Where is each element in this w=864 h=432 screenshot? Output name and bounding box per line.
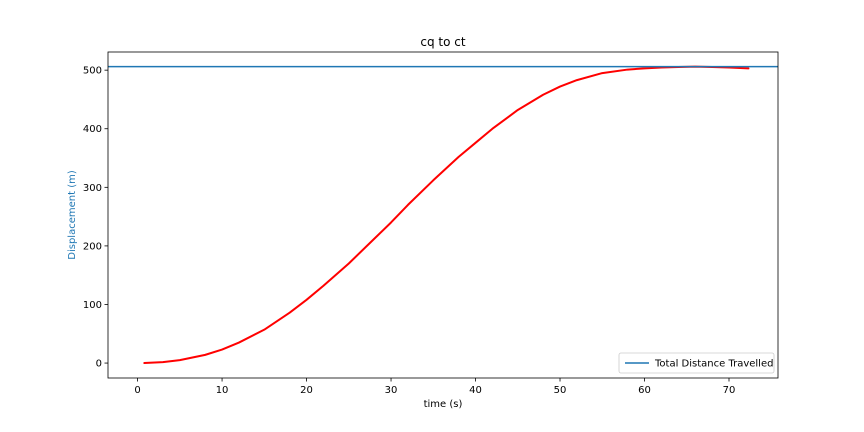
y-tick-label: 300 <box>83 183 102 194</box>
x-tick-label: 30 <box>385 385 398 396</box>
x-axis-label: time (s) <box>424 399 463 410</box>
y-tick-label: 0 <box>96 359 102 370</box>
x-tick-label: 0 <box>134 385 140 396</box>
y-tick-label: 500 <box>83 66 102 77</box>
x-tick-label: 40 <box>469 385 482 396</box>
legend-label: Total Distance Travelled <box>654 359 773 370</box>
axes-frame <box>107 51 779 379</box>
legend: Total Distance Travelled <box>618 352 775 374</box>
y-tick-label: 200 <box>83 241 102 252</box>
y-axis-label: Displacement (m) <box>67 170 78 260</box>
y-tick-label: 100 <box>83 300 102 311</box>
x-tick-label: 60 <box>638 385 651 396</box>
x-tick-label: 50 <box>554 385 567 396</box>
axis-ticks: 0 10 20 30 40 50 60 70 0 100 200 300 400 500 <box>83 66 735 396</box>
x-tick-label: 10 <box>216 385 229 396</box>
x-tick-label: 20 <box>300 385 313 396</box>
chart-title: cq to ct <box>420 35 465 49</box>
plot-area <box>108 65 778 365</box>
legend-box <box>618 352 775 374</box>
series-line-displacement <box>143 65 750 365</box>
y-tick-label: 400 <box>83 124 102 135</box>
x-tick-label: 70 <box>723 385 736 396</box>
